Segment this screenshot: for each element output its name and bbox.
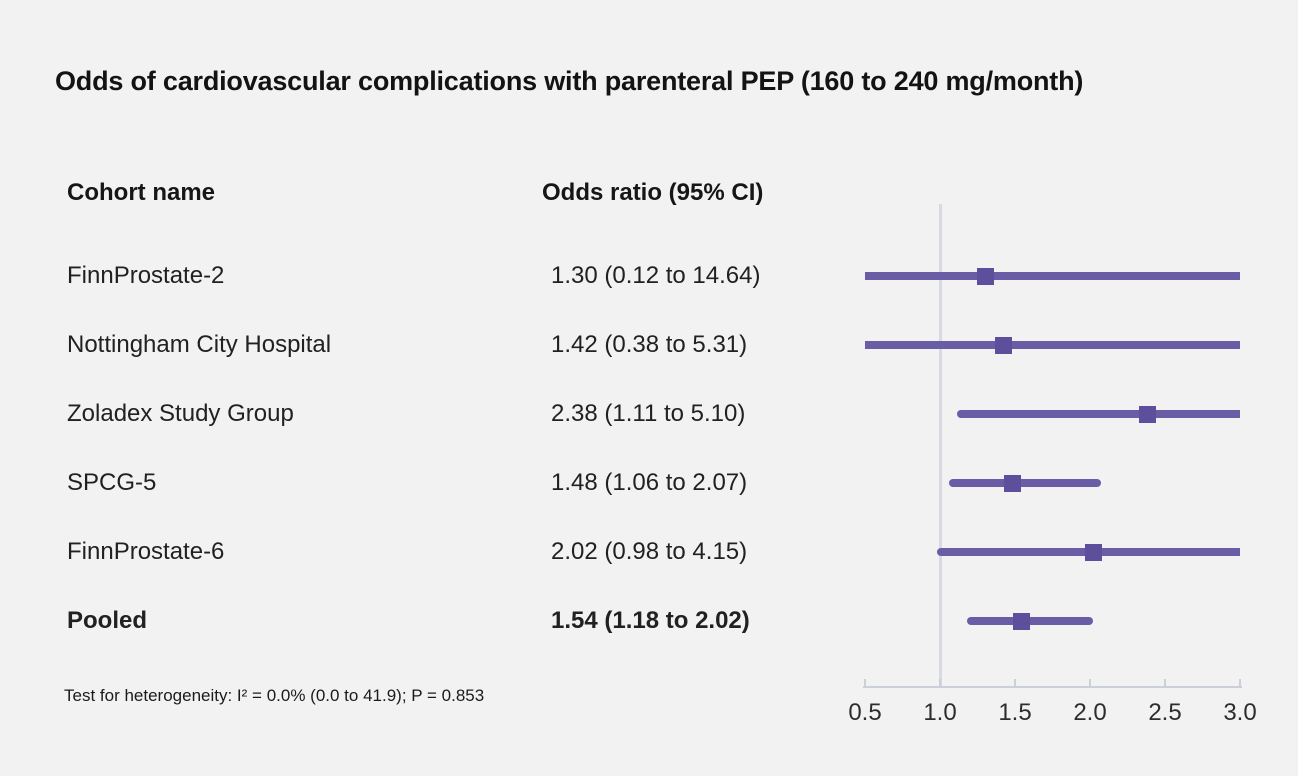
ci-line (967, 617, 1093, 625)
axis-tick (1014, 679, 1016, 688)
cohort-name: FinnProstate-6 (67, 538, 225, 565)
or-marker (994, 336, 1012, 354)
axis-tick-label: 0.5 (848, 699, 882, 726)
axis-tick (939, 679, 941, 688)
cohort-name: Nottingham City Hospital (67, 331, 332, 358)
table-row: Pooled 1.54 (1.18 to 2.02) (0, 606, 860, 636)
ci-line (956, 410, 1240, 418)
chart-title: Odds of cardiovascular complications wit… (55, 66, 1084, 96)
odds-ratio-value: 1.42 (0.38 to 5.31) (551, 331, 748, 358)
column-header-odds-ratio: Odds ratio (95% CI) (542, 179, 764, 206)
cohort-name: Zoladex Study Group (67, 400, 294, 427)
ci-clip-region (865, 202, 1240, 686)
table-row: SPCG-5 1.48 (1.06 to 2.07) (0, 468, 860, 498)
or-marker (1138, 405, 1156, 423)
axis-tick (1164, 679, 1166, 688)
or-marker (1084, 543, 1102, 561)
forest-plot-area: 0.5 1.0 1.5 2.0 2.5 3.0 (848, 202, 1257, 726)
column-header-cohort: Cohort name (67, 179, 216, 206)
or-marker (1012, 612, 1030, 630)
table-row: Zoladex Study Group 2.38 (1.11 to 5.10) (0, 399, 860, 429)
ci-line (949, 479, 1101, 487)
odds-ratio-value: 1.54 (1.18 to 2.02) (551, 607, 750, 634)
axis-tick (1239, 679, 1241, 688)
reference-line (938, 204, 942, 687)
axis-tick-label: 3.0 (1223, 699, 1257, 726)
odds-ratio-value: 1.30 (0.12 to 14.64) (551, 262, 761, 289)
table-row: FinnProstate-6 2.02 (0.98 to 4.15) (0, 537, 860, 567)
heterogeneity-note: Test for heterogeneity: I² = 0.0% (0.0 t… (64, 686, 485, 705)
or-marker (976, 267, 994, 285)
cohort-name: Pooled (67, 607, 148, 634)
axis-tick (864, 679, 866, 688)
odds-ratio-value: 2.38 (1.11 to 5.10) (551, 400, 746, 427)
axis-tick-label: 2.0 (1073, 699, 1107, 726)
table-row: FinnProstate-2 1.30 (0.12 to 14.64) (0, 261, 860, 291)
table-row: Nottingham City Hospital 1.42 (0.38 to 5… (0, 330, 860, 360)
axis-tick-label: 1.5 (998, 699, 1032, 726)
odds-ratio-value: 1.48 (1.06 to 2.07) (551, 469, 748, 496)
axis-tick-label: 2.5 (1148, 699, 1182, 726)
cohort-name: SPCG-5 (67, 469, 157, 496)
ci-line (865, 341, 1240, 349)
axis-tick (1089, 679, 1091, 688)
x-axis-baseline (863, 686, 1242, 688)
axis-tick-label: 1.0 (923, 699, 957, 726)
cohort-name: FinnProstate-2 (67, 262, 225, 289)
or-marker (1003, 474, 1021, 492)
odds-ratio-value: 2.02 (0.98 to 4.15) (551, 538, 748, 565)
ci-line (865, 272, 1240, 280)
